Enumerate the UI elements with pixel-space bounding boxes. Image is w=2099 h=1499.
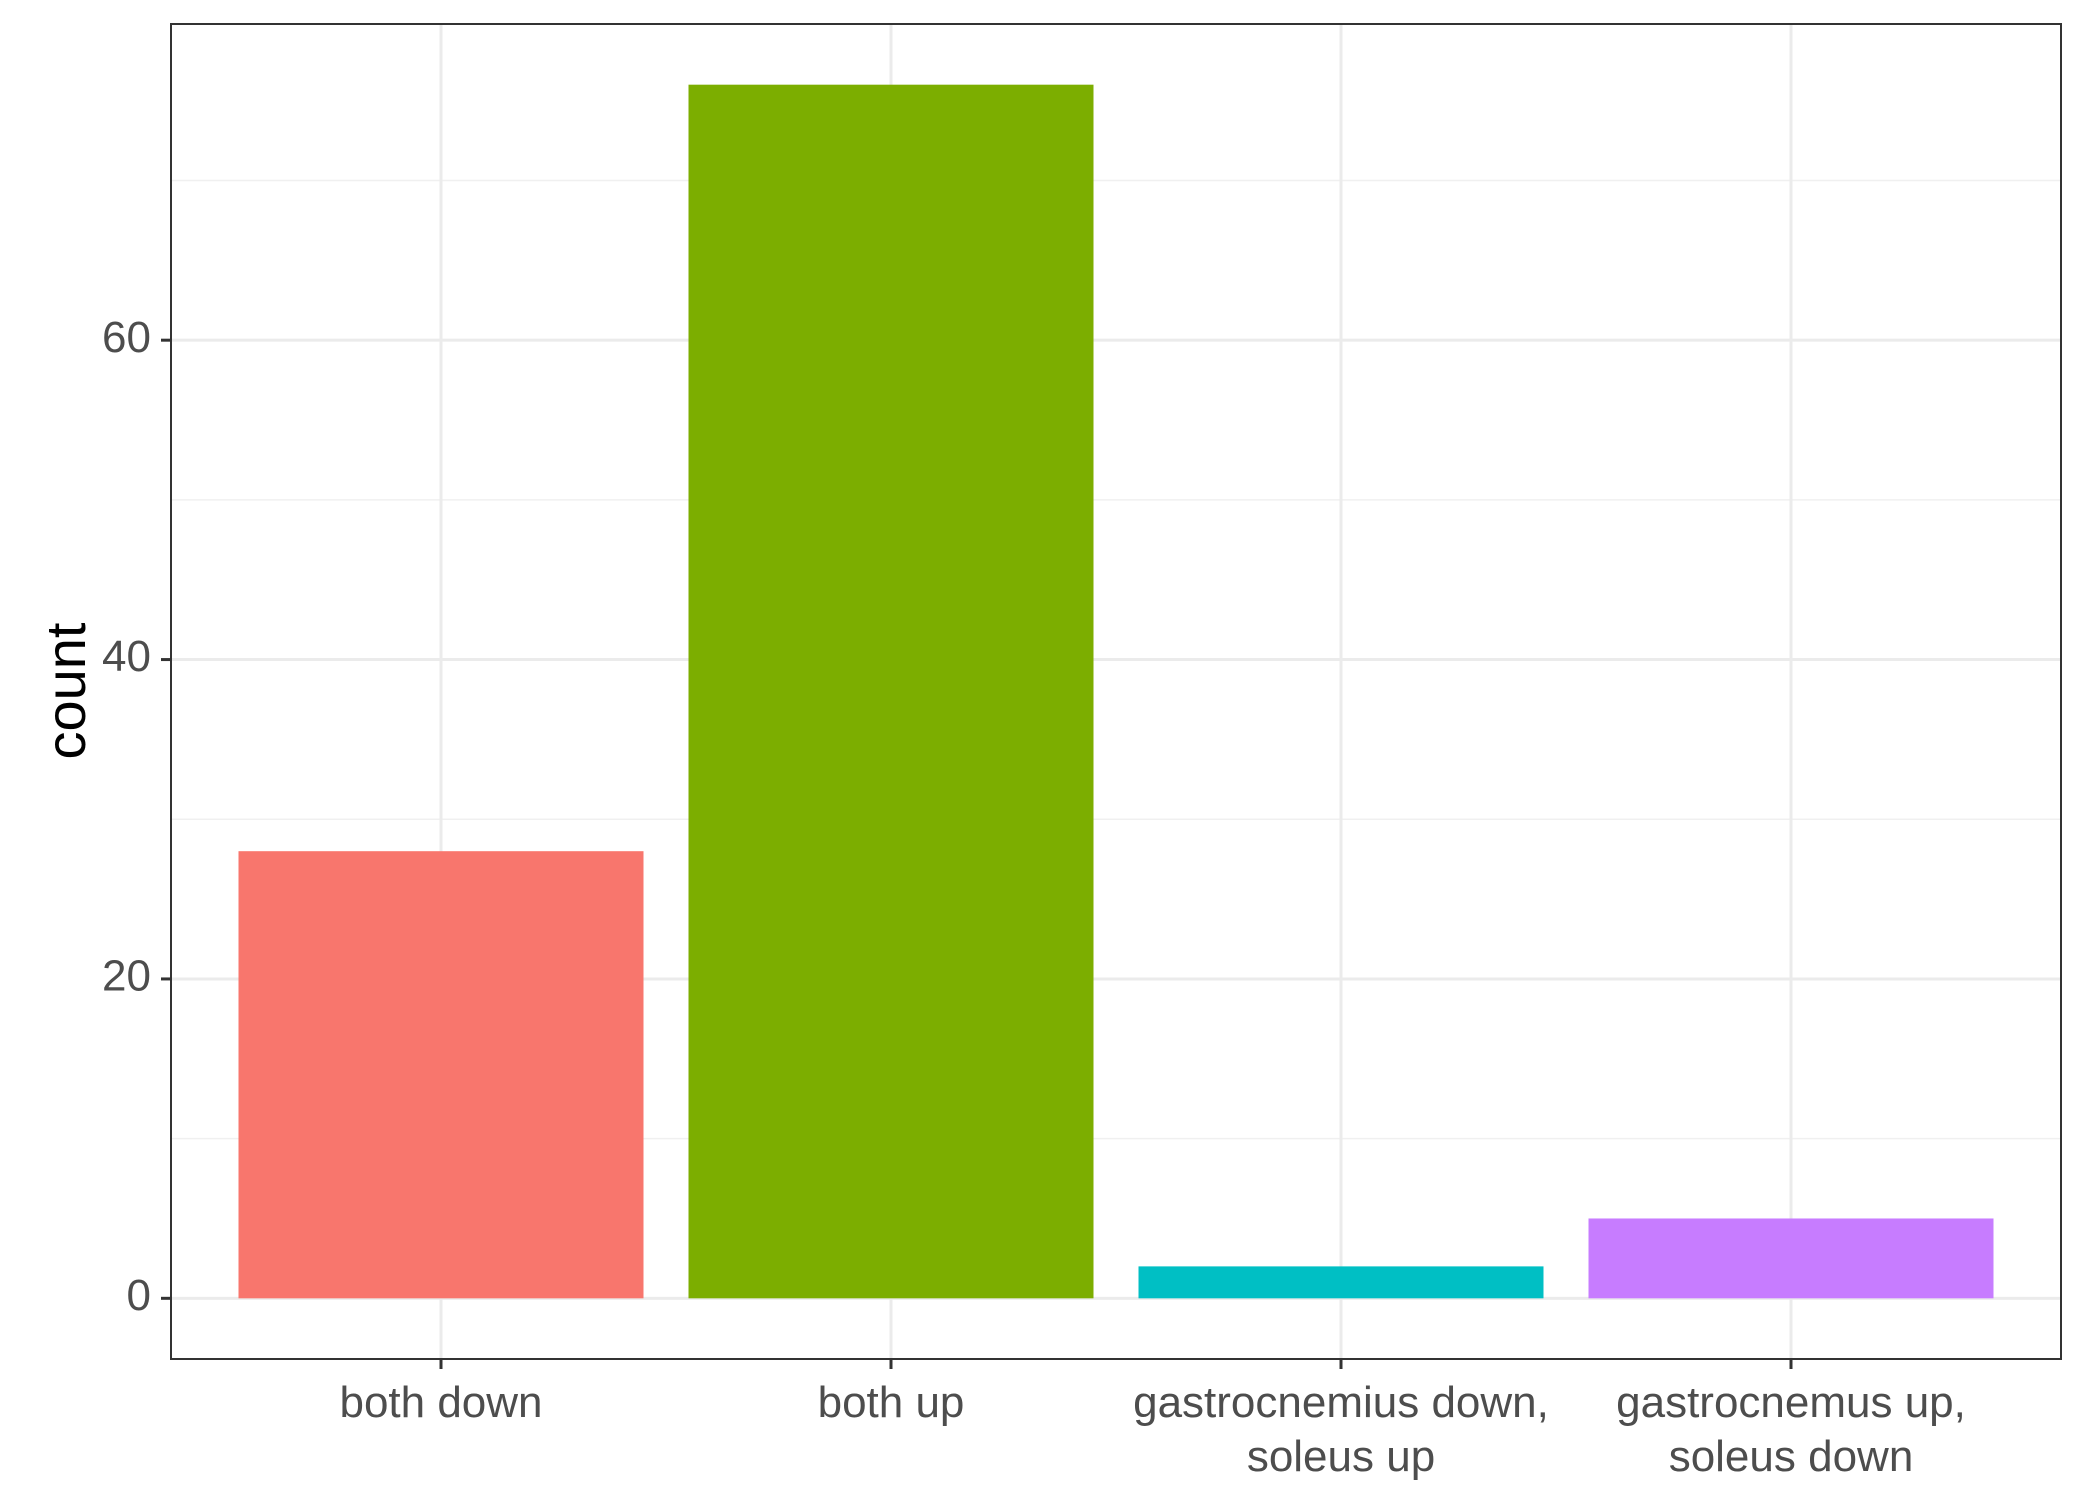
x-tick-label-line: both up <box>818 1378 965 1427</box>
x-tick-label: both up <box>818 1378 965 1427</box>
y-tick-label: 40 <box>102 632 151 681</box>
y-axis-title: count <box>34 622 97 759</box>
bar <box>1588 1218 1994 1299</box>
y-tick-label: 20 <box>102 952 151 1001</box>
bar <box>238 851 644 1299</box>
x-tick-label-line: both down <box>339 1378 542 1427</box>
x-tick-label-line: gastrocnemus up, <box>1616 1378 1966 1427</box>
x-tick-label-line: soleus down <box>1669 1432 1914 1481</box>
x-tick-label: both down <box>339 1378 542 1427</box>
bars <box>238 84 1994 1299</box>
y-tick-label: 60 <box>102 313 151 362</box>
x-tick-label: gastrocnemius down, soleus up <box>1133 1378 1549 1481</box>
y-tick-label: 0 <box>127 1271 151 1320</box>
bar <box>1138 1266 1544 1299</box>
x-tick-label-line: soleus up <box>1247 1432 1435 1481</box>
panel-border <box>170 23 2062 1360</box>
x-tick-label-line: gastrocnemius down, <box>1133 1378 1549 1427</box>
x-tick-label: gastrocnemus up, soleus down <box>1616 1378 1966 1481</box>
bar <box>688 84 1094 1299</box>
axes: 0 20 40 60 both down both up gastrocnemius dow… <box>102 313 1966 1481</box>
